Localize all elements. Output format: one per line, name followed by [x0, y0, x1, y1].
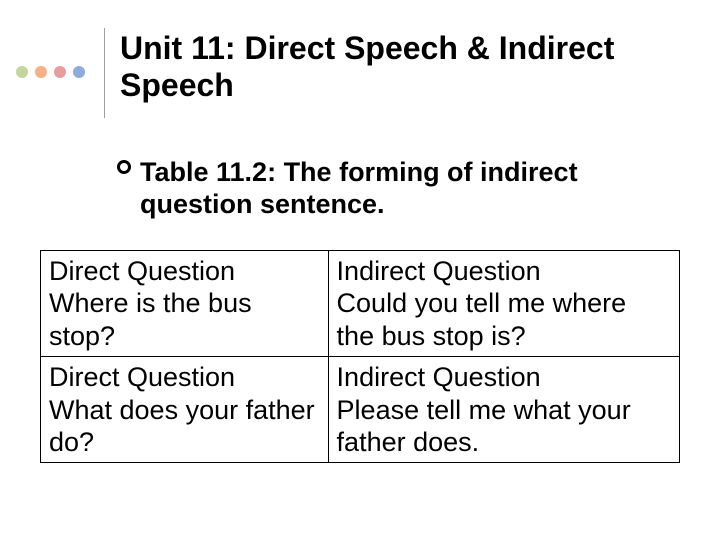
dot-icon [35, 66, 47, 78]
table-row: Direct Question Where is the bus stop? I… [41, 251, 680, 357]
table-cell: Direct Question What does your father do… [41, 357, 329, 463]
dot-icon [73, 66, 85, 78]
cell-body: What does your father do? [49, 395, 315, 457]
cell-label: Indirect Question [337, 256, 541, 286]
dot-icon [16, 66, 28, 78]
cell-body: Could you tell me where the bus stop is? [337, 288, 627, 350]
cell-body: Where is the bus stop? [49, 288, 252, 350]
cell-body: Please tell me what your father does. [337, 395, 631, 457]
ring-bullet-icon [117, 160, 131, 174]
cell-label: Direct Question [49, 256, 235, 286]
cell-label: Direct Question [49, 362, 235, 392]
table-cell: Direct Question Where is the bus stop? [41, 251, 329, 357]
slide-subtitle: Table 11.2: The forming of indirect ques… [140, 156, 660, 221]
table-cell: Indirect Question Could you tell me wher… [328, 251, 679, 357]
table-cell: Indirect Question Please tell me what yo… [328, 357, 679, 463]
speech-table: Direct Question Where is the bus stop? I… [40, 250, 680, 463]
title-divider [104, 28, 105, 118]
slide: Unit 11: Direct Speech & Indirect Speech… [0, 0, 720, 540]
dot-icon [54, 66, 66, 78]
decor-dots [16, 66, 85, 78]
table-row: Direct Question What does your father do… [41, 357, 680, 463]
cell-label: Indirect Question [337, 362, 541, 392]
slide-title: Unit 11: Direct Speech & Indirect Speech [120, 30, 680, 104]
